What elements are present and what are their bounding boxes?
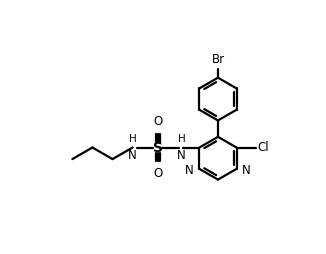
Text: N: N [242,164,251,177]
Text: Cl: Cl [257,141,269,154]
Text: H: H [129,134,137,144]
Text: N: N [185,164,194,177]
Text: N: N [177,149,186,162]
Text: O: O [153,167,162,180]
Text: O: O [153,115,162,128]
Text: Br: Br [212,53,225,66]
Text: H: H [178,134,185,144]
Text: N: N [128,149,137,162]
Text: S: S [153,140,163,154]
